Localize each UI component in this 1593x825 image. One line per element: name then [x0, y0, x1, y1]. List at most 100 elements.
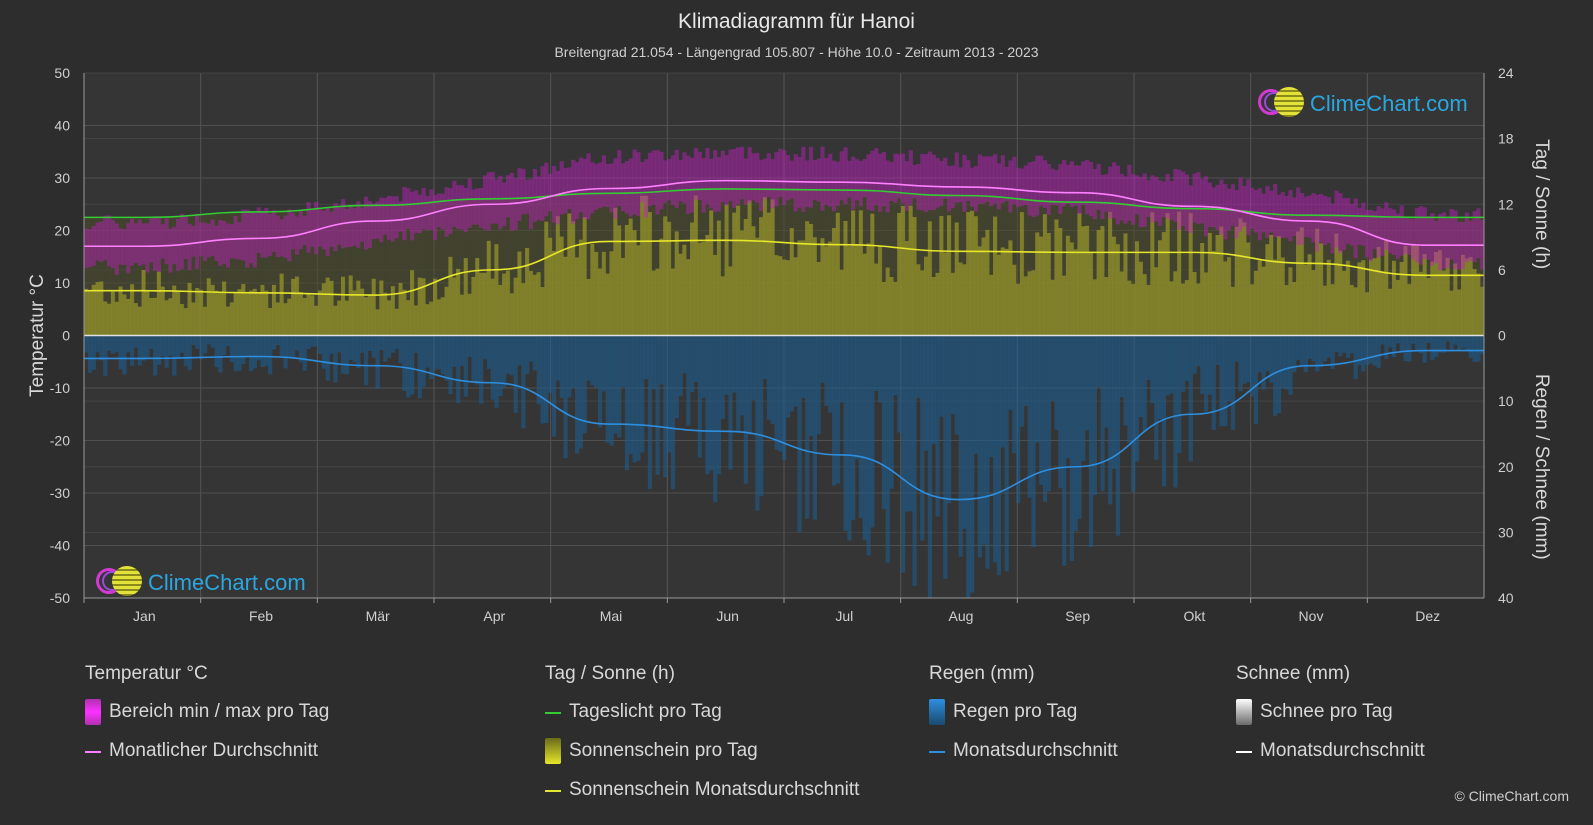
sunshine-bar [1330, 284, 1335, 336]
rain-bar [713, 335, 718, 503]
sunshine-bar [1445, 257, 1450, 336]
legend-snow: Schnee (mm) Schnee pro Tag Monatsdurchsc… [1236, 663, 1425, 779]
y-right-rain-tick-label: 20 [1498, 459, 1514, 475]
temp-range-bar [962, 154, 967, 212]
sunshine-bar [1307, 254, 1312, 336]
temp-range-bar [383, 197, 388, 235]
temp-range-bar [421, 187, 426, 230]
sunshine-bar [548, 237, 553, 336]
rain-bar [1123, 335, 1128, 426]
rain-bar [1250, 335, 1255, 397]
rain-bar [958, 335, 963, 557]
sunshine-bar [1223, 261, 1228, 336]
sunshine-bar [762, 197, 768, 336]
rain-bar [459, 335, 465, 366]
daylight-bar [337, 207, 342, 336]
rain-bar [1395, 335, 1401, 344]
daylight-bar [241, 212, 246, 336]
sunshine-bar [563, 256, 568, 336]
sunshine-bar [1472, 269, 1477, 336]
rain-bar [264, 335, 269, 366]
temp-range-bar [210, 219, 215, 257]
sunshine-bar [1123, 233, 1128, 336]
daylight-bar [275, 210, 281, 336]
sunshine-bar [601, 251, 607, 336]
sunshine-bar [1319, 243, 1324, 336]
rain-bar [348, 335, 353, 360]
temp-range-bar [597, 162, 603, 209]
daylight-bar [1027, 199, 1032, 336]
sunshine-bar [291, 278, 296, 336]
sunshine-bar [333, 305, 338, 336]
sunshine-bar [693, 195, 699, 336]
temp-range-bar [1449, 208, 1454, 260]
daylight-bar [352, 206, 357, 336]
temp-range-bar [854, 159, 860, 201]
rain-bar [1357, 335, 1362, 366]
temp-range-bar [156, 217, 162, 272]
rain-bar [325, 335, 330, 381]
rain-bar [1016, 335, 1021, 504]
temp-range-swatch [85, 699, 101, 725]
temp-range-bar [84, 228, 89, 269]
rain-bar [644, 335, 649, 380]
rain-bar [739, 335, 745, 416]
daylight-bar [720, 189, 725, 336]
rain-bar [433, 335, 438, 370]
sunshine-bar [317, 290, 323, 336]
temp-range-bar [1253, 190, 1259, 233]
daylight-bar [440, 201, 445, 336]
daylight-bar [586, 194, 591, 336]
temp-range-bar [831, 160, 837, 212]
rain-bar [762, 335, 768, 380]
temp-range-bar [1426, 216, 1431, 260]
sunshine-bar [916, 264, 921, 336]
daylight-bar [1184, 208, 1190, 336]
rain-bar [505, 335, 511, 374]
sunshine-bar [931, 277, 936, 336]
rain-bar [1127, 335, 1132, 443]
daylight-bar [1146, 206, 1151, 336]
temp-range-bar [1453, 210, 1458, 270]
daylight-bar [314, 208, 319, 336]
sunshine-bar [808, 223, 814, 336]
sunshine-bar [1154, 267, 1159, 336]
sunshine-bar [294, 276, 300, 336]
daylight-bar [302, 209, 307, 336]
sunshine-bar [1142, 274, 1147, 336]
sunshine-bar [402, 289, 407, 336]
sunshine-bar [1384, 239, 1389, 336]
daylight-bar [383, 204, 388, 336]
temp-range-bar [659, 151, 664, 210]
daylight-bar [920, 193, 925, 336]
temp-range-bar [908, 150, 913, 205]
daylight-bar [1349, 215, 1354, 336]
climechart-logo-icon [1258, 87, 1304, 121]
temp-range-bar [275, 215, 281, 258]
rain-bar [862, 335, 867, 541]
temp-range-bar [1062, 159, 1067, 207]
rain-bar [1303, 335, 1308, 373]
temp-range-bar [398, 201, 403, 232]
sunshine-bar [954, 222, 959, 336]
temp-range-bar [1050, 168, 1055, 205]
temp-range-bar [1096, 163, 1101, 210]
temp-range-bar [935, 157, 940, 208]
daylight-bar [222, 213, 227, 336]
sunshine-avg-line [83, 239, 1484, 296]
rain-bar [705, 335, 710, 475]
temp-range-bar [1138, 176, 1144, 228]
rain-bar [782, 335, 787, 461]
rain-bar [962, 335, 967, 529]
temp-range-bar [1184, 174, 1190, 232]
logo-bottom-left[interactable]: ClimeChart.com [96, 566, 306, 600]
sunshine-bar [831, 228, 837, 336]
legend-item: Sonnenschein Monatsdurchschnitt [545, 779, 859, 818]
sunshine-bar [103, 301, 108, 336]
logo-top-right[interactable]: ClimeChart.com [1258, 87, 1468, 121]
rain-bar [398, 335, 403, 364]
temp-range-bar [1039, 155, 1044, 207]
sunshine-bar [1192, 272, 1197, 336]
rain-bar [456, 335, 461, 404]
temp-range-bar [778, 148, 783, 198]
